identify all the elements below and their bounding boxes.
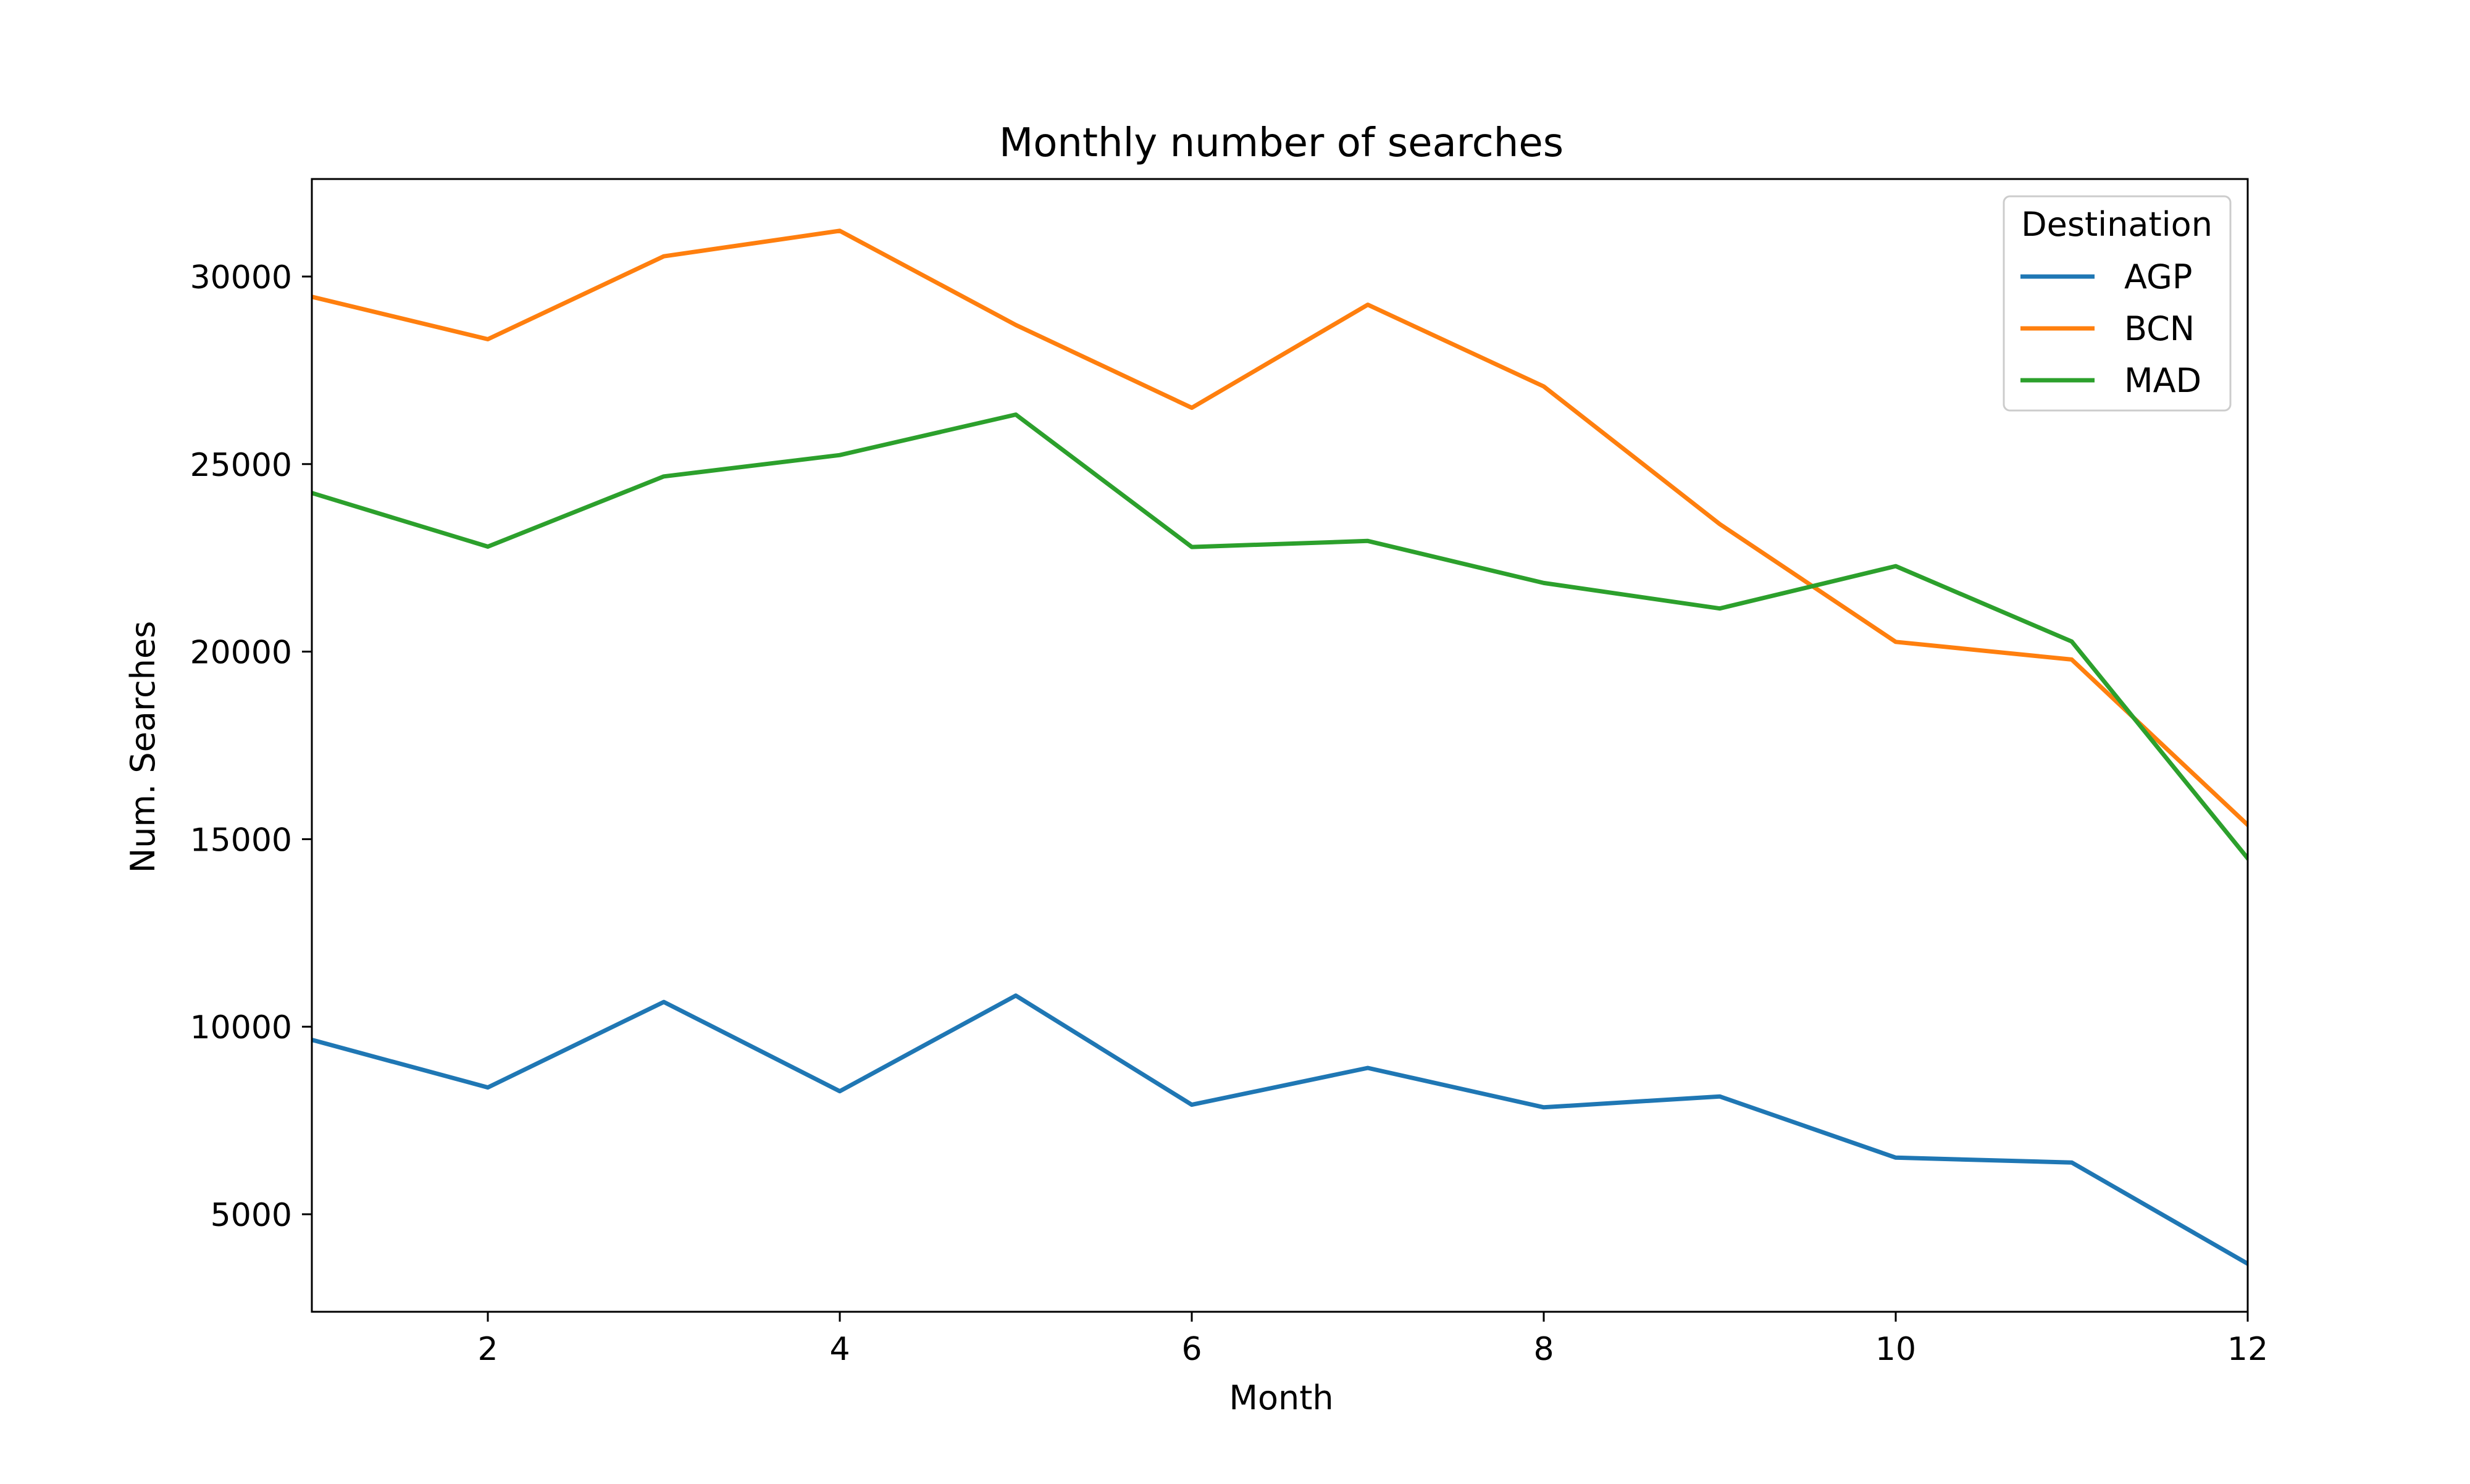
axis-ticks: 2 4 6 8 10 12 5000 10000 15000 20000 25000 30000: [190, 259, 2269, 1368]
y-tick-label: 10000: [190, 1009, 292, 1046]
legend-label-mad: MAD: [2124, 361, 2201, 400]
legend-label-bcn: BCN: [2124, 309, 2195, 348]
x-tick-label: 12: [2227, 1331, 2268, 1368]
y-tick-label: 5000: [211, 1197, 292, 1234]
series-line-agp: [312, 993, 2248, 1267]
legend-items: AGP BCN MAD: [2020, 257, 2201, 400]
plot-frame: [311, 178, 2249, 1313]
legend-title: Destination: [2021, 205, 2213, 244]
series-line-bcn: [312, 228, 2248, 828]
x-tick-label: 10: [1875, 1331, 1916, 1368]
y-tick-label: 30000: [190, 259, 292, 296]
x-tick-label: 6: [1181, 1331, 1202, 1368]
legend: Destination AGP BCN MAD: [2003, 195, 2232, 412]
y-tick-label: 25000: [190, 447, 292, 484]
x-tick-label: 4: [829, 1331, 850, 1368]
y-axis-label: Num. Searches: [124, 621, 162, 873]
y-tick-label: 15000: [190, 822, 292, 859]
x-axis-label: Month: [1229, 1378, 1333, 1417]
y-tick-label: 20000: [190, 635, 292, 672]
series-line-mad: [312, 412, 2248, 862]
x-tick-label: 8: [1533, 1331, 1554, 1368]
legend-box: [2003, 195, 2232, 412]
x-tick-label: 2: [477, 1331, 498, 1368]
chart-title: Monthly number of searches: [999, 120, 1564, 166]
series-lines: [312, 228, 2248, 1267]
legend-label-agp: AGP: [2124, 257, 2192, 296]
